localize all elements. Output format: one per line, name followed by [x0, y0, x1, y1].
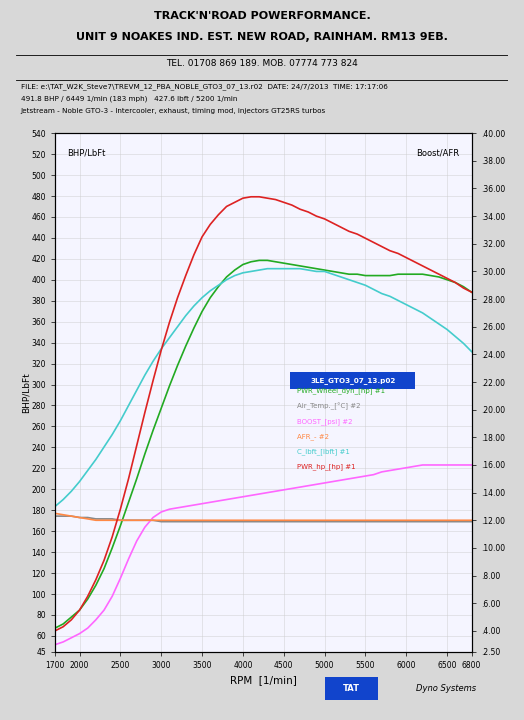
Text: Air_Temp._[°C] #2: Air_Temp._[°C] #2 — [297, 402, 360, 410]
Text: Boost/AFR: Boost/AFR — [416, 149, 459, 158]
Text: BOOST_[psi] #2: BOOST_[psi] #2 — [297, 418, 352, 425]
Text: TAT: TAT — [343, 684, 360, 693]
Text: AFR_- #2: AFR_- #2 — [297, 433, 329, 440]
Text: C_lbft_[lbft] #1: C_lbft_[lbft] #1 — [297, 449, 350, 455]
Bar — [290, 372, 416, 390]
X-axis label: RPM  [1/min]: RPM [1/min] — [230, 675, 297, 685]
Text: TEL. 01708 869 189. MOB. 07774 773 824: TEL. 01708 869 189. MOB. 07774 773 824 — [166, 60, 358, 68]
Text: 3LE_GTO3_07_13.p02: 3LE_GTO3_07_13.p02 — [310, 377, 396, 384]
Text: 491.8 BHP / 6449 1/min (183 mph)   427.6 lbft / 5200 1/min: 491.8 BHP / 6449 1/min (183 mph) 427.6 l… — [20, 96, 237, 102]
Text: UNIT 9 NOAKES IND. EST. NEW ROAD, RAINHAM. RM13 9EB.: UNIT 9 NOAKES IND. EST. NEW ROAD, RAINHA… — [76, 32, 448, 42]
Text: Jetstream - Noble GTO-3 - Intercooler, exhaust, timing mod, injectors GT25RS tur: Jetstream - Noble GTO-3 - Intercooler, e… — [20, 109, 326, 114]
Text: Dyno Systems: Dyno Systems — [416, 684, 476, 693]
Text: BHP/LbFt: BHP/LbFt — [21, 372, 30, 413]
Text: TRACK'N'ROAD POWERFORMANCE.: TRACK'N'ROAD POWERFORMANCE. — [154, 12, 370, 22]
Bar — [325, 677, 378, 700]
Text: PWR_Wheel_dyn_[hp] #1: PWR_Wheel_dyn_[hp] #1 — [297, 387, 385, 395]
Text: PWR_hp_[hp] #1: PWR_hp_[hp] #1 — [297, 464, 355, 470]
Text: FILE: e:\TAT_W2K_Steve7\TREVM_12_PBA_NOBLE_GTO3_07_13.r02  DATE: 24/7/2013  TIME: FILE: e:\TAT_W2K_Steve7\TREVM_12_PBA_NOB… — [20, 84, 388, 90]
Text: BHP/LbFt: BHP/LbFt — [68, 149, 106, 158]
